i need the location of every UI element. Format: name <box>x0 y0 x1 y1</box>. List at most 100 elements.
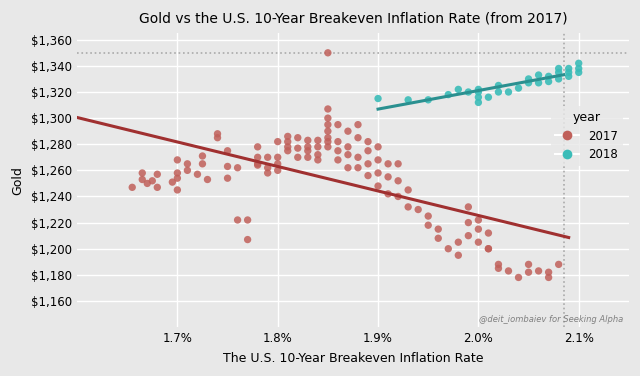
Point <box>534 268 544 274</box>
Point <box>513 274 524 280</box>
Point <box>202 176 212 182</box>
Point <box>373 157 383 163</box>
Point <box>137 176 147 182</box>
Point <box>493 89 504 95</box>
Point <box>323 128 333 134</box>
Point <box>573 60 584 66</box>
Point <box>524 80 534 86</box>
Point <box>303 148 313 154</box>
Point <box>273 139 283 145</box>
Point <box>543 79 554 85</box>
Point <box>343 128 353 134</box>
Text: @deit_iombaiev for Seeking Alpha: @deit_iombaiev for Seeking Alpha <box>479 315 623 324</box>
Point <box>182 161 193 167</box>
Point <box>333 139 343 145</box>
Point <box>353 122 363 128</box>
Point <box>473 99 483 105</box>
Point <box>383 161 393 167</box>
Point <box>323 139 333 145</box>
Point <box>303 154 313 160</box>
Point <box>423 222 433 228</box>
X-axis label: The U.S. 10-Year Breakeven Inflation Rate: The U.S. 10-Year Breakeven Inflation Rat… <box>223 352 483 365</box>
Point <box>323 106 333 112</box>
Point <box>343 152 353 158</box>
Point <box>313 157 323 163</box>
Y-axis label: Gold: Gold <box>11 166 24 195</box>
Legend: 2017, 2018: 2017, 2018 <box>550 106 623 166</box>
Point <box>212 135 223 141</box>
Point <box>273 154 283 160</box>
Point <box>393 161 403 167</box>
Point <box>212 131 223 137</box>
Point <box>172 175 182 181</box>
Title: Gold vs the U.S. 10-Year Breakeven Inflation Rate (from 2017): Gold vs the U.S. 10-Year Breakeven Infla… <box>139 11 567 25</box>
Point <box>127 184 138 190</box>
Point <box>137 170 147 176</box>
Point <box>393 178 403 184</box>
Point <box>554 65 564 71</box>
Point <box>463 233 474 239</box>
Point <box>253 162 263 168</box>
Point <box>262 154 273 160</box>
Point <box>262 165 273 171</box>
Point <box>413 206 423 212</box>
Point <box>403 204 413 210</box>
Point <box>463 204 474 210</box>
Point <box>353 154 363 160</box>
Point <box>383 174 393 180</box>
Point <box>343 165 353 171</box>
Point <box>283 133 293 139</box>
Point <box>403 97 413 103</box>
Point <box>323 135 333 141</box>
Point <box>243 217 253 223</box>
Point <box>253 161 263 167</box>
Point <box>524 261 534 267</box>
Point <box>473 86 483 92</box>
Point <box>167 179 177 185</box>
Point <box>564 73 574 79</box>
Point <box>223 164 233 170</box>
Point <box>363 148 373 154</box>
Point <box>353 165 363 171</box>
Point <box>483 246 493 252</box>
Point <box>363 161 373 167</box>
Point <box>573 70 584 76</box>
Point <box>504 89 514 95</box>
Point <box>483 94 493 100</box>
Point <box>323 122 333 128</box>
Point <box>373 170 383 176</box>
Point <box>152 171 163 177</box>
Point <box>373 183 383 189</box>
Point <box>564 70 574 76</box>
Point <box>543 73 554 79</box>
Point <box>534 80 544 86</box>
Point <box>363 139 373 145</box>
Point <box>534 72 544 78</box>
Point <box>473 94 483 100</box>
Point <box>493 265 504 271</box>
Point <box>554 70 564 76</box>
Point <box>463 220 474 226</box>
Point <box>493 82 504 88</box>
Point <box>524 76 534 82</box>
Point <box>223 148 233 154</box>
Point <box>142 180 152 186</box>
Point <box>554 76 564 82</box>
Point <box>223 175 233 181</box>
Point <box>493 261 504 267</box>
Point <box>172 187 182 193</box>
Point <box>152 184 163 190</box>
Point <box>292 154 303 160</box>
Point <box>283 148 293 154</box>
Point <box>273 167 283 173</box>
Point <box>504 268 514 274</box>
Point <box>473 89 483 95</box>
Point <box>423 97 433 103</box>
Point <box>463 89 474 95</box>
Point <box>383 191 393 197</box>
Point <box>453 86 463 92</box>
Point <box>524 269 534 275</box>
Point <box>363 173 373 179</box>
Point <box>373 144 383 150</box>
Point <box>573 65 584 71</box>
